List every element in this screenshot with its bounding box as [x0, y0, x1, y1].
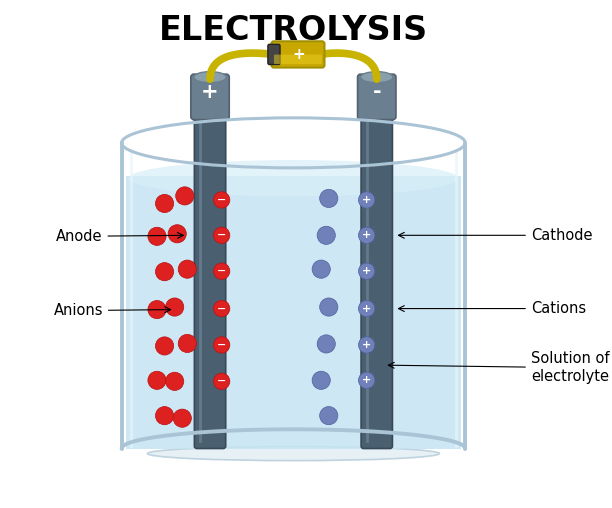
Text: Anode: Anode [56, 229, 183, 244]
Text: −: − [217, 195, 226, 205]
Circle shape [155, 263, 174, 281]
Circle shape [317, 335, 335, 353]
Circle shape [359, 372, 375, 389]
Circle shape [214, 373, 230, 390]
Circle shape [148, 371, 166, 390]
Ellipse shape [129, 160, 458, 197]
Text: +: + [362, 230, 371, 240]
FancyBboxPatch shape [361, 110, 392, 449]
Text: −: − [217, 376, 226, 386]
Circle shape [359, 192, 375, 208]
Text: +: + [362, 304, 371, 313]
Ellipse shape [360, 72, 393, 83]
Text: Cations: Cations [398, 301, 586, 316]
Circle shape [359, 337, 375, 353]
Text: +: + [201, 82, 219, 102]
FancyBboxPatch shape [272, 41, 324, 68]
Circle shape [359, 263, 375, 279]
Circle shape [214, 263, 230, 279]
FancyBboxPatch shape [195, 110, 226, 449]
Circle shape [214, 227, 230, 243]
Circle shape [166, 298, 184, 316]
Circle shape [155, 195, 174, 212]
Text: +: + [362, 266, 371, 276]
Circle shape [173, 409, 192, 427]
FancyBboxPatch shape [357, 74, 396, 119]
Ellipse shape [194, 72, 226, 83]
FancyBboxPatch shape [125, 176, 461, 449]
Circle shape [176, 187, 194, 205]
Text: −: − [217, 266, 226, 276]
Circle shape [312, 260, 330, 278]
Circle shape [317, 226, 335, 244]
Circle shape [168, 225, 186, 243]
Text: +: + [292, 47, 305, 62]
Text: +: + [362, 375, 371, 385]
Circle shape [166, 372, 184, 391]
Circle shape [214, 192, 230, 208]
Circle shape [319, 406, 338, 425]
Text: Cathode: Cathode [398, 228, 592, 243]
Circle shape [359, 300, 375, 317]
Text: +: + [362, 340, 371, 350]
Circle shape [148, 227, 166, 245]
Circle shape [214, 300, 230, 317]
Circle shape [178, 334, 196, 353]
Circle shape [312, 371, 330, 390]
Text: ELECTROLYSIS: ELECTROLYSIS [159, 14, 428, 47]
Ellipse shape [147, 447, 439, 461]
Circle shape [178, 260, 196, 278]
Text: +: + [362, 195, 371, 205]
Circle shape [155, 406, 174, 425]
Circle shape [148, 300, 166, 319]
Circle shape [359, 227, 375, 243]
FancyBboxPatch shape [191, 74, 230, 119]
Circle shape [319, 189, 338, 208]
Circle shape [155, 337, 174, 355]
FancyBboxPatch shape [274, 54, 322, 64]
Text: -: - [373, 82, 381, 102]
Circle shape [214, 337, 230, 353]
Text: Anions: Anions [53, 303, 171, 318]
Text: −: − [217, 340, 226, 350]
Text: −: − [217, 230, 226, 240]
FancyBboxPatch shape [268, 44, 280, 65]
Circle shape [319, 298, 338, 316]
Text: Solution of
electrolyte: Solution of electrolyte [389, 352, 610, 384]
Text: −: − [217, 304, 226, 313]
